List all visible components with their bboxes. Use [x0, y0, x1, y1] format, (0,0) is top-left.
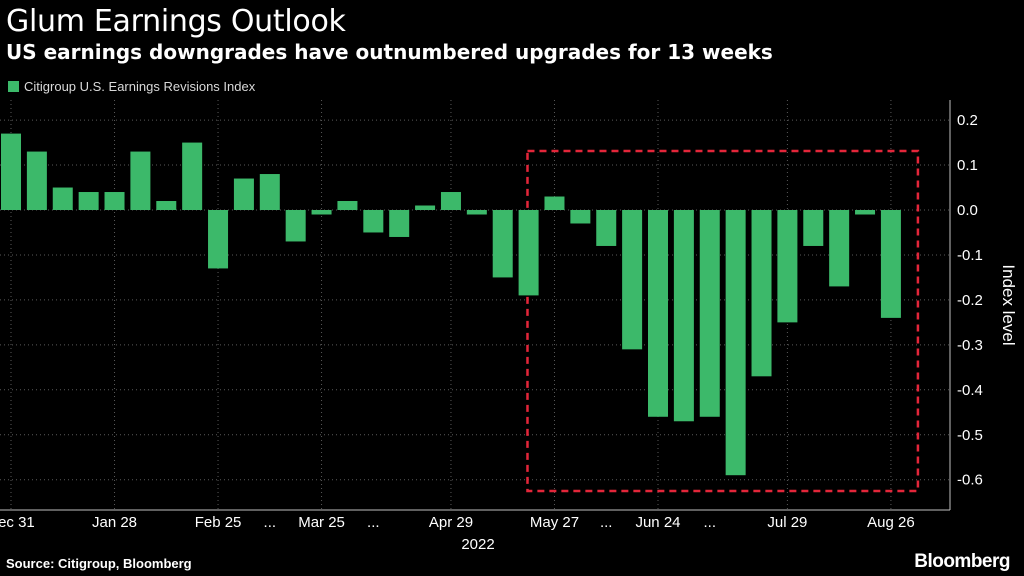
- highlight-layer: [526, 149, 920, 493]
- bar: [596, 210, 617, 246]
- brand-logo: Bloomberg: [914, 551, 1010, 572]
- bar: [285, 210, 306, 242]
- bar: [777, 210, 798, 323]
- bar: [259, 174, 280, 210]
- bar: [699, 210, 720, 417]
- x-tick-label: ...: [600, 514, 613, 531]
- bar: [570, 210, 591, 224]
- y-tick-label: -0.6: [957, 472, 983, 489]
- y-tick-label: -0.1: [957, 247, 983, 264]
- y-tick-label: 0.2: [957, 112, 978, 129]
- x-tick-label: Jan 28: [92, 514, 137, 531]
- bar: [648, 210, 668, 417]
- x-tick-label: Feb 25: [195, 514, 242, 531]
- legend-swatch: [8, 81, 19, 92]
- x-tick-label: Aug 26: [867, 514, 915, 531]
- x-tick-label: ...: [367, 514, 380, 531]
- bars: [1, 133, 901, 476]
- x-tick-label: Jun 24: [635, 514, 680, 531]
- x-tick-label: Mar 25: [298, 514, 345, 531]
- bar: [182, 142, 203, 210]
- chart-title: Glum Earnings Outlook: [6, 4, 346, 39]
- bar: [544, 196, 565, 210]
- bar: [518, 210, 539, 296]
- bar: [363, 210, 384, 233]
- bar: [751, 210, 772, 377]
- y-tick-label: -0.3: [957, 337, 983, 354]
- x-tick-label: ...: [704, 514, 717, 531]
- bar: [208, 210, 229, 269]
- bar: [622, 210, 643, 350]
- bar: [855, 210, 876, 215]
- x-tick-label: Apr 29: [429, 514, 473, 531]
- bar: [1, 133, 21, 210]
- legend-label: Citigroup U.S. Earnings Revisions Index: [24, 79, 256, 94]
- source-note: Source: Citigroup, Bloomberg: [6, 556, 192, 571]
- bar: [829, 210, 850, 287]
- x-tick-label: May 27: [530, 514, 579, 531]
- bar: [311, 210, 332, 215]
- bar: [725, 210, 746, 476]
- bar: [104, 192, 125, 210]
- bar: [52, 187, 73, 210]
- bar: [492, 210, 513, 278]
- y-tick-label: -0.4: [957, 382, 983, 399]
- y-axis-label: Index level: [999, 264, 1018, 345]
- year-label: 2022: [461, 536, 494, 553]
- bar: [337, 201, 358, 210]
- y-tick-label: 0.1: [957, 157, 978, 174]
- y-tick-label: 0.0: [957, 202, 978, 219]
- bar: [803, 210, 824, 246]
- bar: [466, 210, 487, 215]
- bar: [415, 205, 436, 210]
- bar: [440, 192, 461, 210]
- x-tick-label: Jul 29: [767, 514, 807, 531]
- axes: 0.2 0.1 0.0 -0.1 -0.2 -0.3 -0.4 -0.5 -0.6 Dec 31 J…: [0, 100, 1018, 553]
- bar: [673, 210, 694, 422]
- bar: [26, 151, 47, 210]
- legend: Citigroup U.S. Earnings Revisions Index: [8, 79, 255, 94]
- bar: [233, 178, 254, 210]
- chart-subtitle: US earnings downgrades have outnumbered …: [6, 40, 773, 64]
- bar: [880, 210, 901, 318]
- bar: [389, 210, 410, 237]
- x-tick-label: Dec 31: [0, 514, 35, 531]
- bar: [78, 192, 99, 210]
- y-tick-label: -0.5: [957, 427, 983, 444]
- bar: [130, 151, 151, 210]
- x-tick-label: ...: [264, 514, 277, 531]
- bar: [156, 201, 177, 210]
- y-tick-label: -0.2: [957, 292, 983, 309]
- highlight-box: [526, 149, 920, 493]
